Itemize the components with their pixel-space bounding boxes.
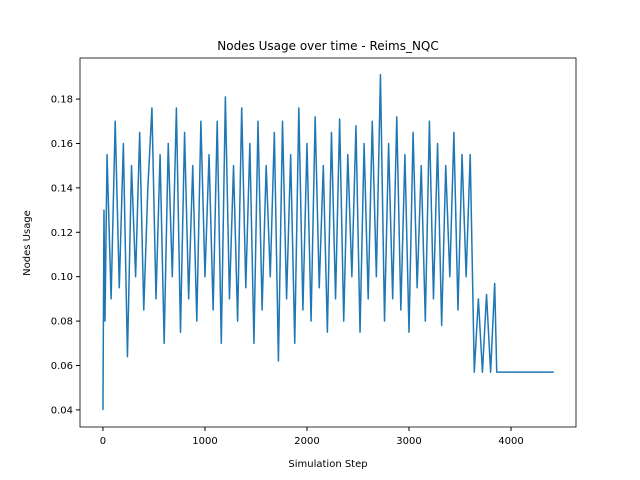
y-tick-label: 0.10 xyxy=(51,272,73,283)
x-tick-label: 1000 xyxy=(192,436,217,447)
x-tick-label: 2000 xyxy=(294,436,319,447)
data-line xyxy=(102,73,554,410)
y-axis-label: Nodes Usage xyxy=(22,210,33,276)
y-tick-label: 0.04 xyxy=(51,405,73,416)
x-axis-label: Simulation Step xyxy=(288,459,367,470)
y-tick-label: 0.16 xyxy=(51,139,73,150)
x-tick-label: 4000 xyxy=(498,436,523,447)
x-tick-label: 0 xyxy=(100,436,106,447)
y-tick-label: 0.08 xyxy=(51,317,73,328)
y-tick-label: 0.06 xyxy=(51,361,73,372)
plot-frame xyxy=(79,57,577,428)
y-tick-label: 0.18 xyxy=(51,95,73,106)
chart-title: Nodes Usage over time - Reims_NQC xyxy=(217,39,439,53)
y-tick-label: 0.14 xyxy=(51,183,73,194)
y-tick-label: 0.12 xyxy=(51,228,73,239)
x-tick-label: 3000 xyxy=(396,436,421,447)
